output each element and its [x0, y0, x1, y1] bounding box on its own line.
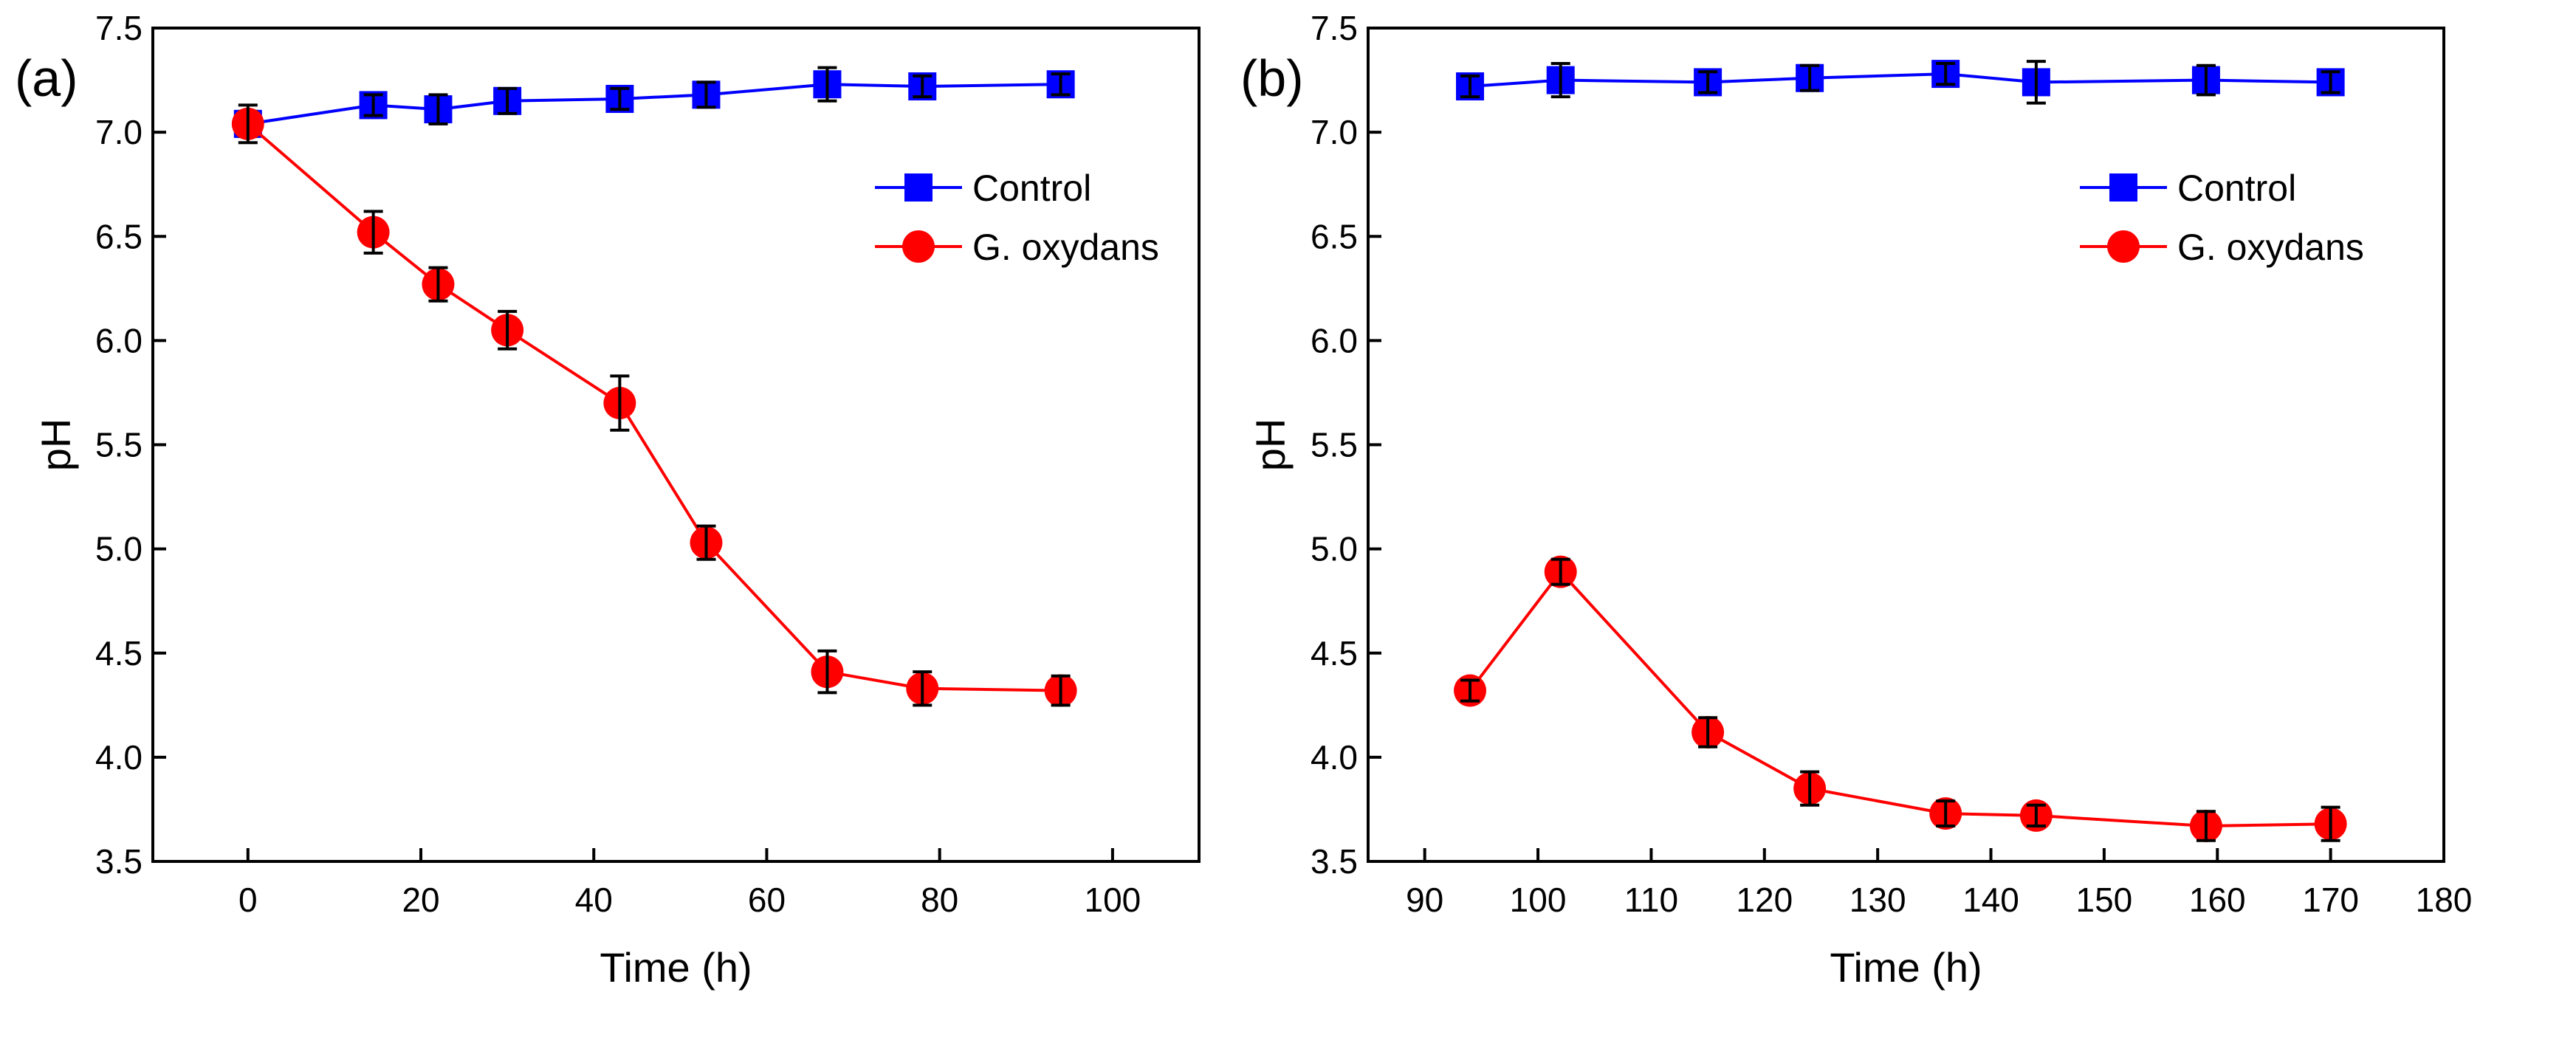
y-tick-label: 7.5 — [95, 9, 142, 47]
series-line — [247, 123, 1061, 692]
error-bar — [817, 649, 837, 695]
y-axis-label: pH — [1247, 419, 1294, 472]
error-bar — [1051, 674, 1071, 707]
error-bar — [363, 93, 383, 117]
error-bar — [2321, 805, 2340, 842]
x-tick-label: 160 — [2189, 881, 2246, 919]
series-control: Control — [1456, 60, 2345, 209]
error-bar — [2196, 810, 2216, 842]
y-tick-label: 5.5 — [1311, 426, 1358, 464]
legend-label: Control — [2177, 168, 2296, 209]
legend-marker — [904, 173, 932, 202]
y-tick-label: 5.0 — [1311, 530, 1358, 568]
y-axis-label: pH — [32, 419, 79, 472]
error-bar — [913, 670, 932, 707]
y-tick-label: 4.0 — [95, 738, 142, 777]
x-tick-label: 20 — [402, 881, 439, 919]
error-bar — [2026, 803, 2046, 828]
panel-label: (b) — [1240, 49, 1304, 107]
x-tick-label: 170 — [2302, 881, 2359, 919]
legend-marker — [2109, 173, 2137, 202]
x-tick-label: 40 — [575, 881, 613, 919]
error-bar — [1550, 61, 1570, 99]
y-tick-label: 3.5 — [1311, 842, 1358, 881]
y-tick-label: 3.5 — [95, 842, 142, 881]
panel-label: (a) — [15, 49, 78, 107]
x-tick-label: 90 — [1406, 881, 1443, 919]
chart-panel-a: 0 20 40 60 80 100 3.5 4.0 4.5 5.0 5.5 6.0 6.5 7.0 7.5 T… — [15, 9, 1201, 991]
error-bar — [363, 210, 383, 255]
x-axis-label: Time (h) — [600, 944, 752, 991]
y-tick-label: 5.0 — [95, 530, 142, 568]
error-bar — [1460, 678, 1480, 703]
x-tick-label: 130 — [1849, 881, 1906, 919]
legend-label: Control — [972, 168, 1091, 209]
y-tick-label: 6.0 — [1311, 321, 1358, 359]
error-bar — [913, 74, 932, 99]
error-bar — [2321, 70, 2340, 94]
error-bar — [498, 86, 518, 115]
x-tick-label: 140 — [1962, 881, 2019, 919]
error-bar — [610, 374, 630, 432]
x-tick-label: 180 — [2416, 881, 2473, 919]
x-tick-label: 60 — [748, 881, 786, 919]
series-g-oxydans: G. oxydans — [1454, 227, 2364, 843]
legend-marker — [2107, 230, 2140, 263]
x-tick-label: 110 — [1624, 881, 1678, 919]
error-bar — [238, 103, 258, 145]
x-tick-label: 100 — [1510, 881, 1567, 919]
series-control: Control — [233, 66, 1091, 209]
y-tick-label: 6.0 — [95, 321, 142, 359]
error-bar — [2026, 60, 2046, 105]
x-tick-label: 150 — [2076, 881, 2133, 919]
series-line — [1469, 569, 2331, 828]
legend-marker — [902, 230, 935, 263]
y-tick-label: 7.0 — [1311, 113, 1358, 151]
y-tick-label: 5.5 — [95, 426, 142, 464]
error-bar — [1936, 61, 1956, 86]
legend-label: G. oxydans — [2177, 227, 2364, 268]
error-bar — [1800, 770, 1820, 807]
error-bar — [1550, 557, 1570, 586]
error-bar — [2196, 63, 2216, 97]
y-tick-label: 4.5 — [95, 634, 142, 672]
y-tick-label: 6.5 — [1311, 217, 1358, 255]
error-bar — [428, 93, 448, 125]
y-tick-label: 4.0 — [1311, 738, 1358, 777]
y-tick-label: 7.5 — [1311, 9, 1358, 47]
plot-frame — [1367, 27, 2445, 863]
chart-panel-b: 90 100 110 120 130 140 150 160 170 180 3.5 4.0 4.5 5.… — [1240, 9, 2472, 991]
error-bar — [696, 80, 716, 109]
x-tick-label: 80 — [921, 881, 958, 919]
y-tick-label: 7.0 — [95, 113, 142, 151]
error-bar — [1698, 70, 1718, 94]
series-g-oxydans: G. oxydans — [231, 103, 1159, 707]
series-line — [1469, 72, 2331, 89]
error-bar — [1460, 74, 1480, 99]
x-tick-label: 0 — [238, 881, 258, 919]
y-tick-label: 4.5 — [1311, 634, 1358, 672]
legend-label: G. oxydans — [972, 227, 1159, 268]
x-tick-label: 120 — [1736, 881, 1793, 919]
error-bar — [1800, 63, 1820, 92]
error-bar — [428, 266, 448, 303]
error-bar — [610, 86, 630, 111]
y-tick-label: 6.5 — [95, 217, 142, 255]
x-tick-label: 100 — [1085, 881, 1141, 919]
error-bar — [696, 524, 716, 561]
error-bar — [1698, 716, 1718, 748]
error-bar — [498, 309, 518, 351]
error-bar — [1936, 799, 1956, 828]
plot-frame — [151, 27, 1201, 863]
error-bar — [1051, 72, 1071, 97]
error-bar — [817, 66, 837, 103]
x-axis-label: Time (h) — [1830, 944, 1982, 991]
